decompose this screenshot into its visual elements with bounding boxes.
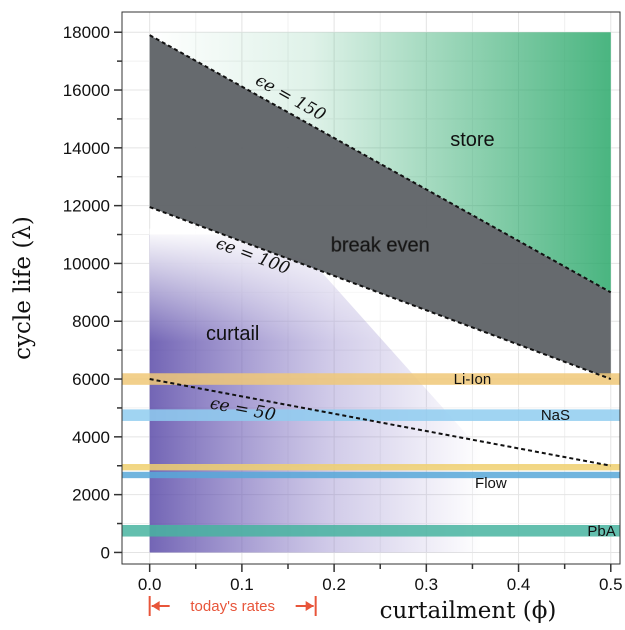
regions (149, 32, 611, 553)
x-tick-label: 0.5 (599, 575, 623, 594)
axes: 0 2000 4000 6000 8000 10000 12000 14000 16000 180… (63, 23, 623, 616)
rates-arrowhead-left (151, 601, 160, 611)
line-eps-100 (149, 206, 612, 380)
x-tick-label: 0.3 (415, 575, 439, 594)
region-label-store: store (450, 129, 494, 151)
line-eps-50 (149, 378, 611, 467)
y-tick-label: 0 (101, 543, 110, 562)
y-tick-label: 14000 (63, 139, 110, 158)
rates-arrowhead-right (305, 601, 314, 611)
line-eps-150 (149, 34, 612, 294)
region-label-break-even: break even (331, 235, 430, 257)
technology-bands (122, 373, 620, 537)
y-tick-label: 6000 (72, 370, 110, 389)
y-tick-label: 4000 (72, 428, 110, 447)
band-label-pba: PbA (587, 523, 615, 540)
y-tick-label: 16000 (63, 81, 110, 100)
y-tick-label: 2000 (72, 486, 110, 505)
region-break-even (149, 35, 611, 380)
band-label-nas: NaS (541, 407, 570, 424)
threshold-lines (149, 34, 612, 467)
plot-frame (121, 11, 621, 565)
region-label-curtail: curtail (206, 323, 259, 345)
band-label-flow: Flow (475, 475, 507, 492)
y-tick-label: 18000 (63, 23, 110, 42)
y-tick-label: 12000 (63, 197, 110, 216)
band-flow (122, 464, 620, 471)
x-tick-label: 0.0 (138, 575, 162, 594)
x-tick-label: 0.4 (507, 575, 531, 594)
band-pba (122, 524, 620, 537)
x-tick-label: 0.2 (322, 575, 346, 594)
x-tick-label: 0.1 (230, 575, 254, 594)
band-nas (122, 409, 620, 421)
rates-label: today's rates (190, 598, 275, 615)
y-axis-title: cycle life (λ) (10, 216, 36, 360)
y-tick-label: 10000 (63, 254, 110, 273)
band-label-li-ion: Li-Ion (454, 371, 492, 388)
x-axis-title: curtailment (ϕ) (380, 598, 557, 624)
band-li-ion (122, 373, 620, 385)
band-flow (122, 471, 620, 479)
y-tick-label: 8000 (72, 312, 110, 331)
